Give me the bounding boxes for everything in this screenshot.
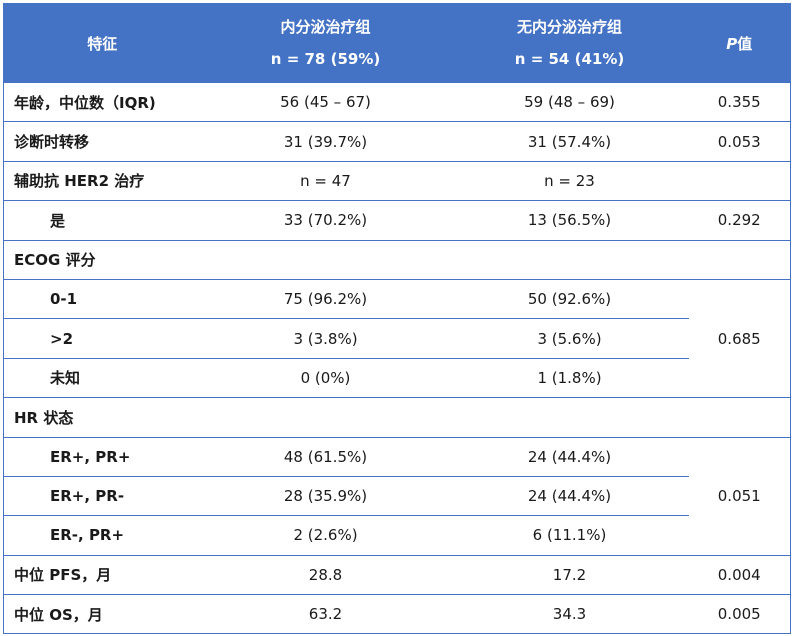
p-value-hr: 0.051 (688, 436, 791, 556)
group2-value: 24 (44.4%) (450, 436, 689, 477)
row-label: >2 (3, 318, 201, 359)
table-row: 年龄，中位数（IQR) 56 (45 – 67) 59 (48 – 69) 0.… (3, 81, 791, 122)
group2-value: 50 (92.6%) (450, 278, 689, 319)
group1-n: n = 78 (59%) (270, 50, 381, 68)
group2-value: 31 (57.4%) (450, 121, 689, 162)
table-row: ECOG 评分 (3, 239, 791, 280)
group2-value: 1 (1.8%) (450, 357, 689, 398)
p-value: 0.292 (688, 200, 791, 241)
group2-value: 34.3 (450, 594, 689, 634)
table-row: 中位 OS，月 63.2 34.3 0.005 (3, 594, 791, 634)
baseline-characteristics-table: 特征 内分泌治疗组 n = 78 (59%) 无内分泌治疗组 n = 54 (4… (3, 3, 791, 635)
header-group2: 无内分泌治疗组 n = 54 (41%) (450, 3, 689, 83)
p-value (688, 160, 791, 201)
p-value (688, 239, 791, 280)
table-row: 辅助抗 HER2 治疗 n = 47 n = 23 (3, 160, 791, 201)
p-value: 0.005 (688, 594, 791, 634)
row-label: ER+, PR+ (3, 436, 201, 477)
group1-value (200, 239, 451, 280)
group1-value: 3 (3.8%) (200, 318, 451, 359)
group2-value: 6 (11.1%) (450, 515, 689, 556)
row-label: 年龄，中位数（IQR) (3, 81, 201, 122)
table-row: 0-1 75 (96.2%) 50 (92.6%) 0.685 (3, 278, 791, 398)
row-label: 辅助抗 HER2 治疗 (3, 160, 201, 201)
group1-value: 28 (35.9%) (200, 475, 451, 516)
group2-value (450, 239, 689, 280)
group1-value: 33 (70.2%) (200, 200, 451, 241)
group1-value: 31 (39.7%) (200, 121, 451, 162)
table-row: ER+, PR+ 48 (61.5%) 24 (44.4%) 0.051 (3, 436, 791, 556)
group2-value: n = 23 (450, 160, 689, 201)
group2-value: 3 (5.6%) (450, 318, 689, 359)
group1-value: 63.2 (200, 594, 451, 634)
table-row: 中位 PFS，月 28.8 17.2 0.004 (3, 554, 791, 595)
group2-value: 59 (48 – 69) (450, 81, 689, 122)
row-label: ECOG 评分 (3, 239, 201, 280)
group2-value (450, 397, 689, 438)
group2-value: 17.2 (450, 554, 689, 595)
table-row: 诊断时转移 31 (39.7%) 31 (57.4%) 0.053 (3, 121, 791, 162)
row-label: HR 状态 (3, 397, 201, 438)
p-value (688, 397, 791, 438)
group1-value: n = 47 (200, 160, 451, 201)
row-label: 未知 (3, 357, 201, 398)
table-row: ER+, PR- 28 (35.9%) 24 (44.4%) (3, 475, 791, 516)
group1-value: 56 (45 – 67) (200, 81, 451, 122)
table-row: >2 3 (3.8%) 3 (5.6%) (3, 318, 791, 359)
table-row: HR 状态 (3, 397, 791, 438)
table-row: 未知 0 (0%) 1 (1.8%) (3, 357, 791, 398)
group2-name: 无内分泌治疗组 (516, 18, 622, 36)
row-label: 中位 PFS，月 (3, 554, 201, 595)
group2-value: 13 (56.5%) (450, 200, 689, 241)
p-value: 0.053 (688, 121, 791, 162)
row-label: 诊断时转移 (3, 121, 201, 162)
group1-value: 28.8 (200, 554, 451, 595)
row-label: 是 (3, 200, 201, 241)
header-p-value: P值 (688, 3, 791, 83)
group2-n: n = 54 (41%) (514, 50, 625, 68)
group2-value: 24 (44.4%) (450, 475, 689, 516)
group1-name: 内分泌治疗组 (280, 18, 371, 36)
row-label: 中位 OS，月 (3, 594, 201, 634)
header-group1: 内分泌治疗组 n = 78 (59%) (200, 3, 451, 83)
p-value: 0.004 (688, 554, 791, 595)
group1-value: 75 (96.2%) (200, 278, 451, 319)
table-row: 是 33 (70.2%) 13 (56.5%) 0.292 (3, 200, 791, 241)
group1-value (200, 397, 451, 438)
group1-value: 2 (2.6%) (200, 515, 451, 556)
group1-value: 0 (0%) (200, 357, 451, 398)
header-characteristic: 特征 (3, 3, 201, 83)
p-value: 0.355 (688, 81, 791, 122)
row-label: ER-, PR+ (3, 515, 201, 556)
p-value-ecog: 0.685 (688, 278, 791, 398)
row-label: ER+, PR- (3, 475, 201, 516)
header-row: 特征 内分泌治疗组 n = 78 (59%) 无内分泌治疗组 n = 54 (4… (3, 3, 791, 83)
group1-value: 48 (61.5%) (200, 436, 451, 477)
table-row: ER-, PR+ 2 (2.6%) 6 (11.1%) (3, 515, 791, 556)
row-label: 0-1 (3, 278, 201, 319)
